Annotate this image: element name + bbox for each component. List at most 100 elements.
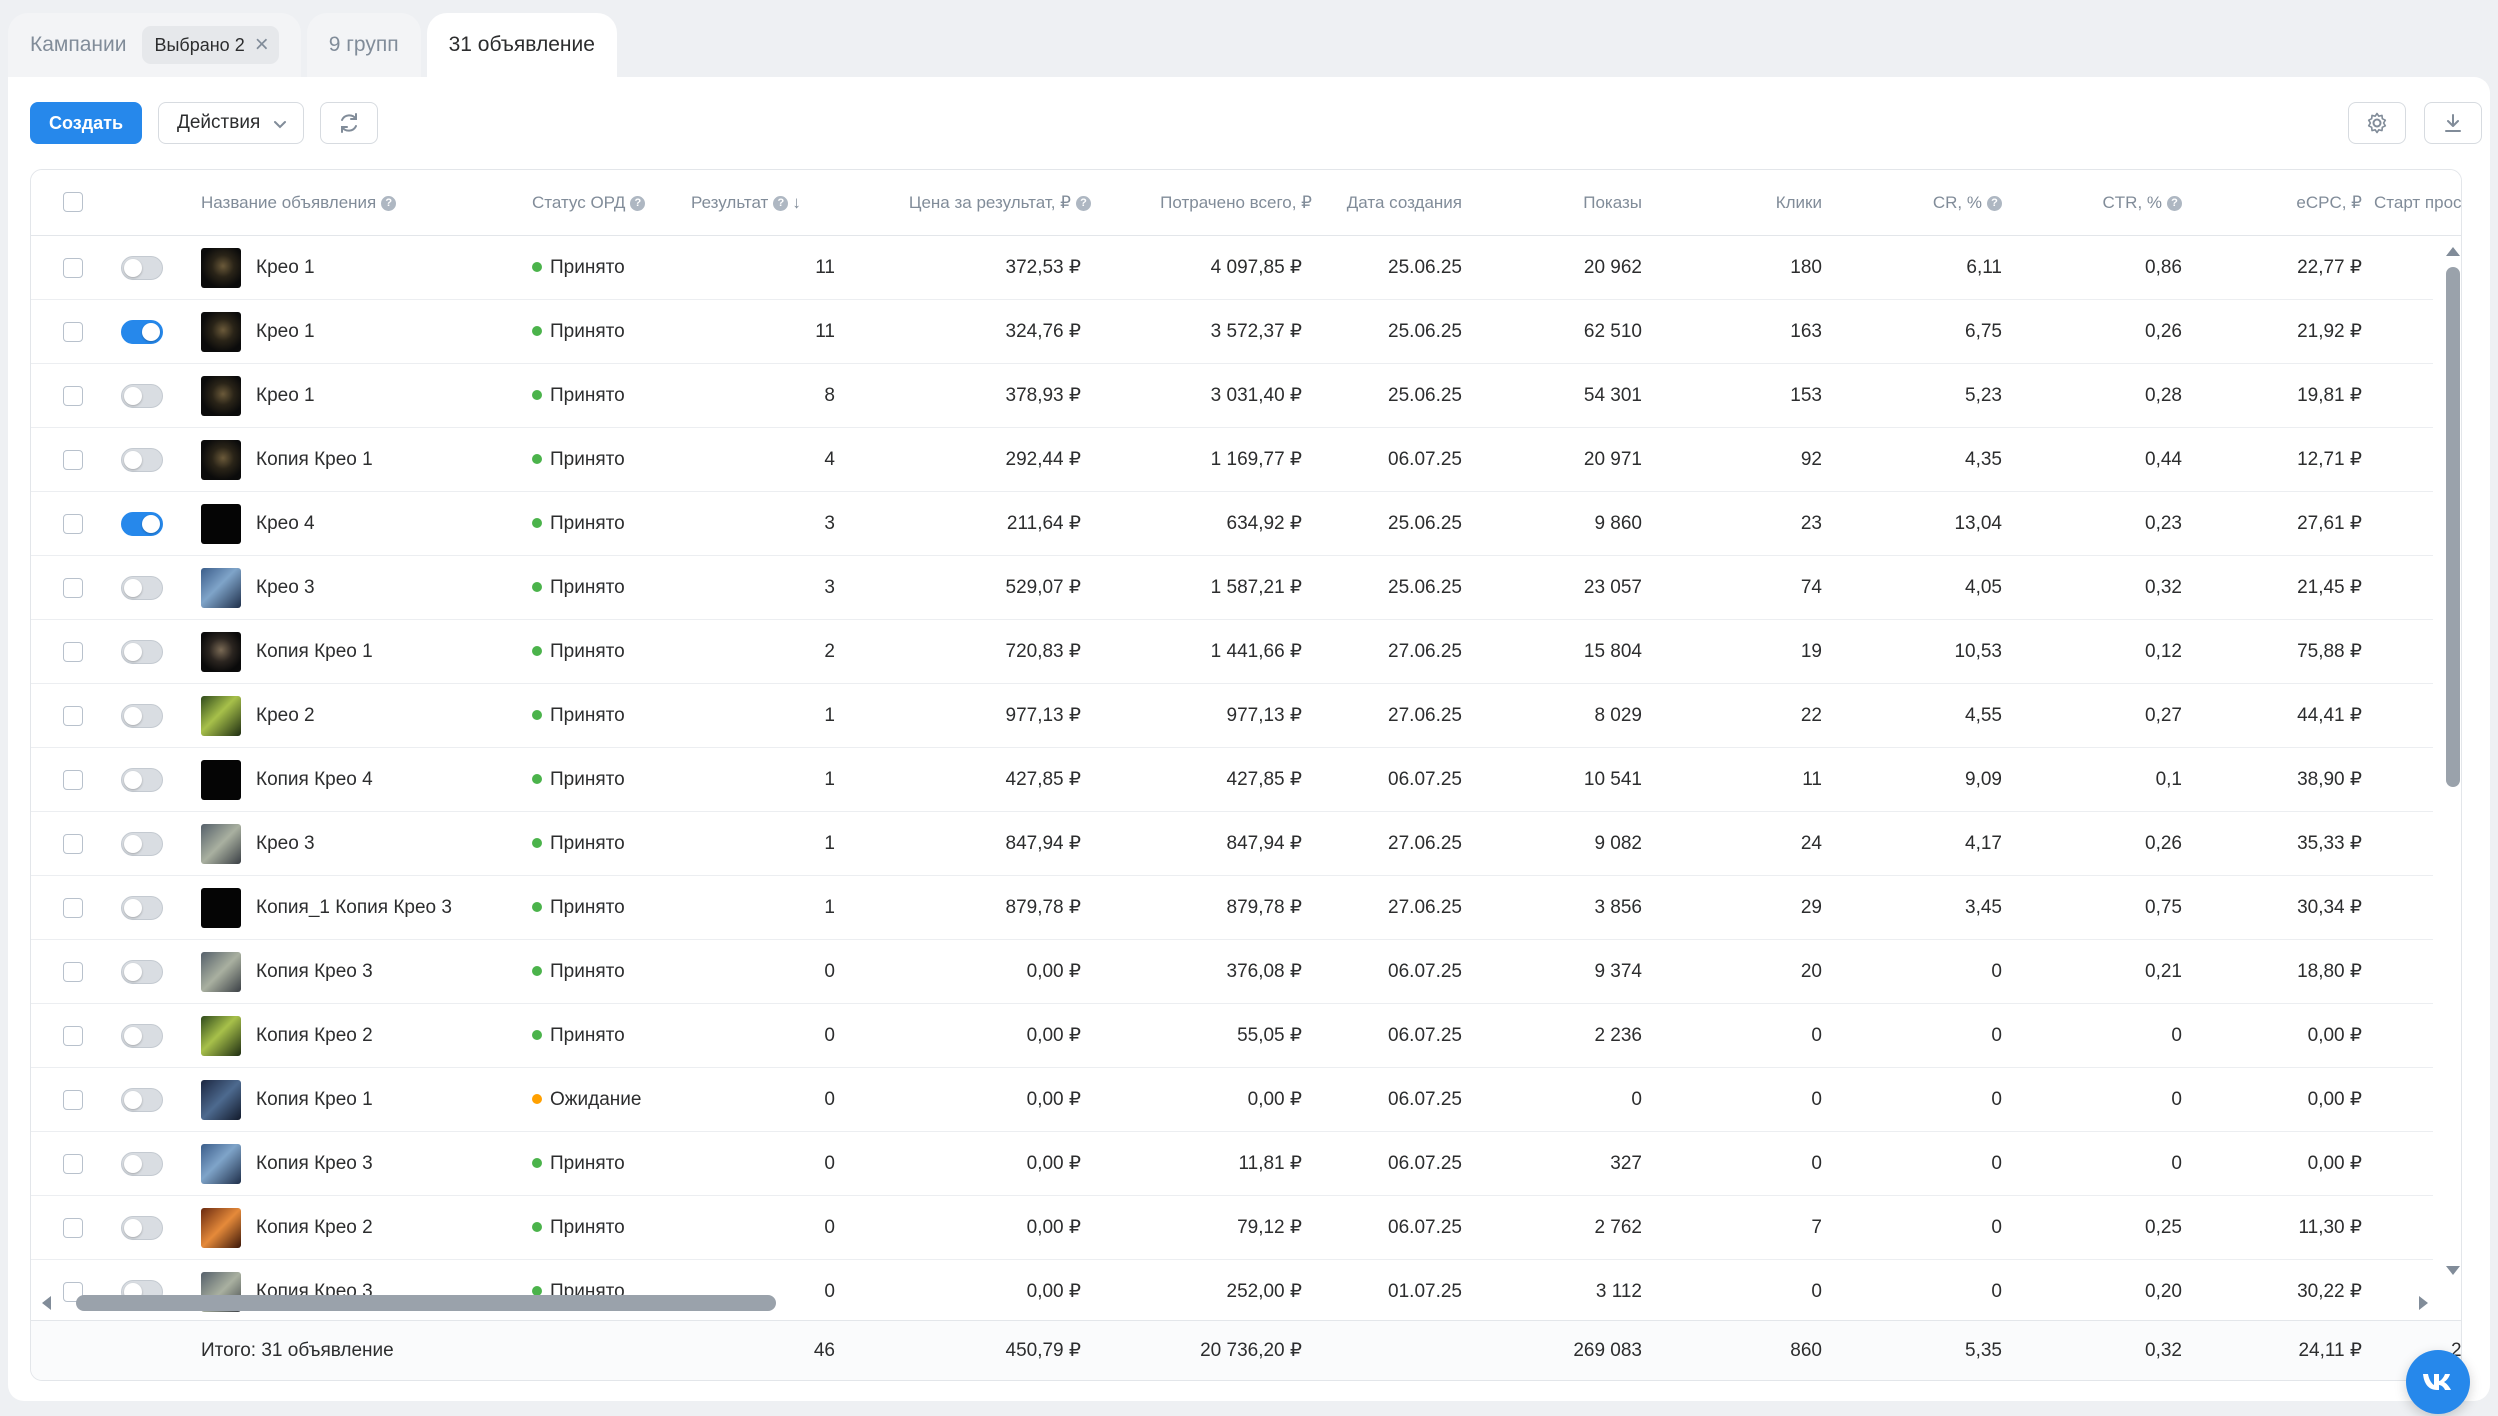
row-checkbox[interactable]	[63, 386, 83, 406]
ad-toggle[interactable]	[121, 960, 163, 984]
ad-toggle[interactable]	[121, 704, 163, 728]
col-start[interactable]: Старт прос	[2374, 170, 2461, 236]
ad-toggle[interactable]	[121, 384, 163, 408]
table-row[interactable]: Копия Крео 1 Принято 4 292,44 ₽ 1 169,77 ₽ 06…	[31, 428, 2433, 492]
ad-toggle[interactable]	[121, 640, 163, 664]
scroll-down-icon[interactable]	[2444, 1263, 2462, 1279]
ad-toggle[interactable]	[121, 320, 163, 344]
ad-toggle[interactable]	[121, 1216, 163, 1240]
help-icon[interactable]: ?	[1987, 196, 2002, 212]
settings-button[interactable]	[2348, 102, 2406, 144]
table-row[interactable]: Копия Крео 2 Принято 0 0,00 ₽ 79,12 ₽ 06.07.2…	[31, 1196, 2433, 1260]
scroll-up-icon[interactable]	[2444, 243, 2462, 259]
row-checkbox[interactable]	[63, 1090, 83, 1110]
ad-toggle[interactable]	[121, 512, 163, 536]
cell-name[interactable]: Копия Крео 2	[256, 1025, 373, 1046]
ad-toggle[interactable]	[121, 896, 163, 920]
row-checkbox[interactable]	[63, 450, 83, 470]
cell-name[interactable]: Крео 1	[256, 321, 315, 342]
ad-toggle[interactable]	[121, 448, 163, 472]
row-checkbox[interactable]	[63, 834, 83, 854]
ad-toggle[interactable]	[121, 256, 163, 280]
help-icon[interactable]: ?	[1076, 196, 1091, 212]
row-checkbox[interactable]	[63, 1218, 83, 1238]
tab-ads[interactable]: 31 объявление	[426, 13, 617, 77]
row-checkbox[interactable]	[63, 770, 83, 790]
ad-toggle[interactable]	[121, 576, 163, 600]
row-checkbox[interactable]	[63, 706, 83, 726]
col-clicks[interactable]: Клики	[1661, 170, 1822, 236]
vertical-scroll-thumb[interactable]	[2446, 267, 2460, 787]
row-checkbox[interactable]	[63, 322, 83, 342]
cell-name[interactable]: Копия Крео 4	[256, 769, 373, 790]
col-ctr[interactable]: CTR, %?	[2021, 170, 2182, 236]
cell-name[interactable]: Крео 4	[256, 513, 315, 534]
table-row[interactable]: Копия Крео 1 Ожидание 0 0,00 ₽ 0,00 ₽ 06.07.2…	[31, 1068, 2433, 1132]
row-checkbox[interactable]	[63, 1154, 83, 1174]
row-checkbox[interactable]	[63, 1026, 83, 1046]
col-price[interactable]: Цена за результат, ₽?	[851, 170, 1091, 236]
table-row[interactable]: Копия_1 Копия Крео 3 Принято 1 879,78 ₽ 879,…	[31, 876, 2433, 940]
tab-groups[interactable]: 9 групп	[306, 13, 421, 77]
actions-dropdown[interactable]: Действия	[158, 102, 304, 144]
cell-name[interactable]: Крео 2	[256, 705, 315, 726]
table-row[interactable]: Копия Крео 3 Принято 0 0,00 ₽ 376,08 ₽ 06.07.…	[31, 940, 2433, 1004]
tab-campaigns[interactable]: Кампании Выбрано 2 ×	[8, 13, 301, 77]
selected-chip[interactable]: Выбрано 2 ×	[142, 26, 279, 64]
row-checkbox[interactable]	[63, 962, 83, 982]
table-row[interactable]: Копия Крео 2 Принято 0 0,00 ₽ 55,05 ₽ 06.07.2…	[31, 1004, 2433, 1068]
row-checkbox[interactable]	[63, 258, 83, 278]
help-icon[interactable]: ?	[773, 196, 789, 212]
refresh-button[interactable]	[320, 102, 378, 144]
table-row[interactable]: Копия Крео 1 Принято 2 720,83 ₽ 1 441,66 ₽ 27…	[31, 620, 2433, 684]
col-shows[interactable]: Показы	[1481, 170, 1642, 236]
help-icon[interactable]: ?	[630, 196, 646, 212]
horizontal-scroll-thumb[interactable]	[76, 1295, 776, 1311]
help-icon[interactable]: ?	[381, 196, 397, 212]
cell-name[interactable]: Крео 1	[256, 385, 315, 406]
col-cr[interactable]: CR, %?	[1841, 170, 2002, 236]
cell-name[interactable]: Копия Крео 1	[256, 641, 373, 662]
help-icon[interactable]: ?	[2167, 196, 2182, 212]
cell-name[interactable]: Копия Крео 2	[256, 1217, 373, 1238]
ad-toggle[interactable]	[121, 1024, 163, 1048]
table-row[interactable]: Крео 1 Принято 11 324,76 ₽ 3 572,37 ₽ 25.06.2…	[31, 300, 2433, 364]
select-all-checkbox[interactable]	[63, 192, 83, 212]
ad-toggle[interactable]	[121, 1152, 163, 1176]
table-row[interactable]: Крео 3 Принято 1 847,94 ₽ 847,94 ₽ 27.06.25 9 …	[31, 812, 2433, 876]
cell-name[interactable]: Крео 1	[256, 257, 315, 278]
cell-name[interactable]: Копия Крео 3	[256, 1153, 373, 1174]
row-checkbox[interactable]	[63, 514, 83, 534]
cell-name[interactable]: Копия Крео 1	[256, 449, 373, 470]
horizontal-scrollbar[interactable]	[38, 1292, 2450, 1314]
cell-name[interactable]: Копия_1 Копия Крео 3	[256, 897, 452, 918]
table-row[interactable]: Крео 2 Принято 1 977,13 ₽ 977,13 ₽ 27.06.25 8 …	[31, 684, 2433, 748]
row-checkbox[interactable]	[63, 898, 83, 918]
col-ecpc[interactable]: eCPC, ₽	[2201, 170, 2362, 236]
ad-toggle[interactable]	[121, 832, 163, 856]
vertical-scrollbar[interactable]	[2444, 243, 2460, 1283]
col-spent[interactable]: Потрачено всего, ₽	[1101, 170, 1312, 236]
vk-chat-button[interactable]	[2406, 1350, 2470, 1414]
table-row[interactable]: Крео 1 Принято 8 378,93 ₽ 3 031,40 ₽ 25.06.25…	[31, 364, 2433, 428]
table-row[interactable]: Крео 1 Принято 11 372,53 ₽ 4 097,85 ₽ 25.06.2…	[31, 236, 2433, 300]
col-name[interactable]: Название объявления?	[201, 170, 421, 236]
scroll-right-icon[interactable]	[2416, 1294, 2432, 1312]
row-checkbox[interactable]	[63, 642, 83, 662]
cell-name[interactable]: Копия Крео 3	[256, 961, 373, 982]
ad-toggle[interactable]	[121, 1088, 163, 1112]
col-date[interactable]: Дата создания	[1321, 170, 1462, 236]
table-row[interactable]: Крео 3 Принято 3 529,07 ₽ 1 587,21 ₽ 25.06.25…	[31, 556, 2433, 620]
clear-selection-icon[interactable]: ×	[254, 31, 269, 58]
col-status[interactable]: Статус ОРД?	[532, 170, 672, 236]
table-row[interactable]: Копия Крео 3 Принято 0 0,00 ₽ 11,81 ₽ 06.07.2…	[31, 1132, 2433, 1196]
table-row[interactable]: Крео 4 Принято 3 211,64 ₽ 634,92 ₽ 25.06.25 9 …	[31, 492, 2433, 556]
col-result[interactable]: Результат? ↓	[691, 170, 851, 236]
scroll-left-icon[interactable]	[38, 1294, 54, 1312]
cell-name[interactable]: Крео 3	[256, 833, 315, 854]
download-button[interactable]	[2424, 102, 2482, 144]
create-button[interactable]: Создать	[30, 102, 142, 144]
cell-name[interactable]: Крео 3	[256, 577, 315, 598]
table-row[interactable]: Копия Крео 4 Принято 1 427,85 ₽ 427,85 ₽ 06.0…	[31, 748, 2433, 812]
cell-name[interactable]: Копия Крео 1	[256, 1089, 373, 1110]
